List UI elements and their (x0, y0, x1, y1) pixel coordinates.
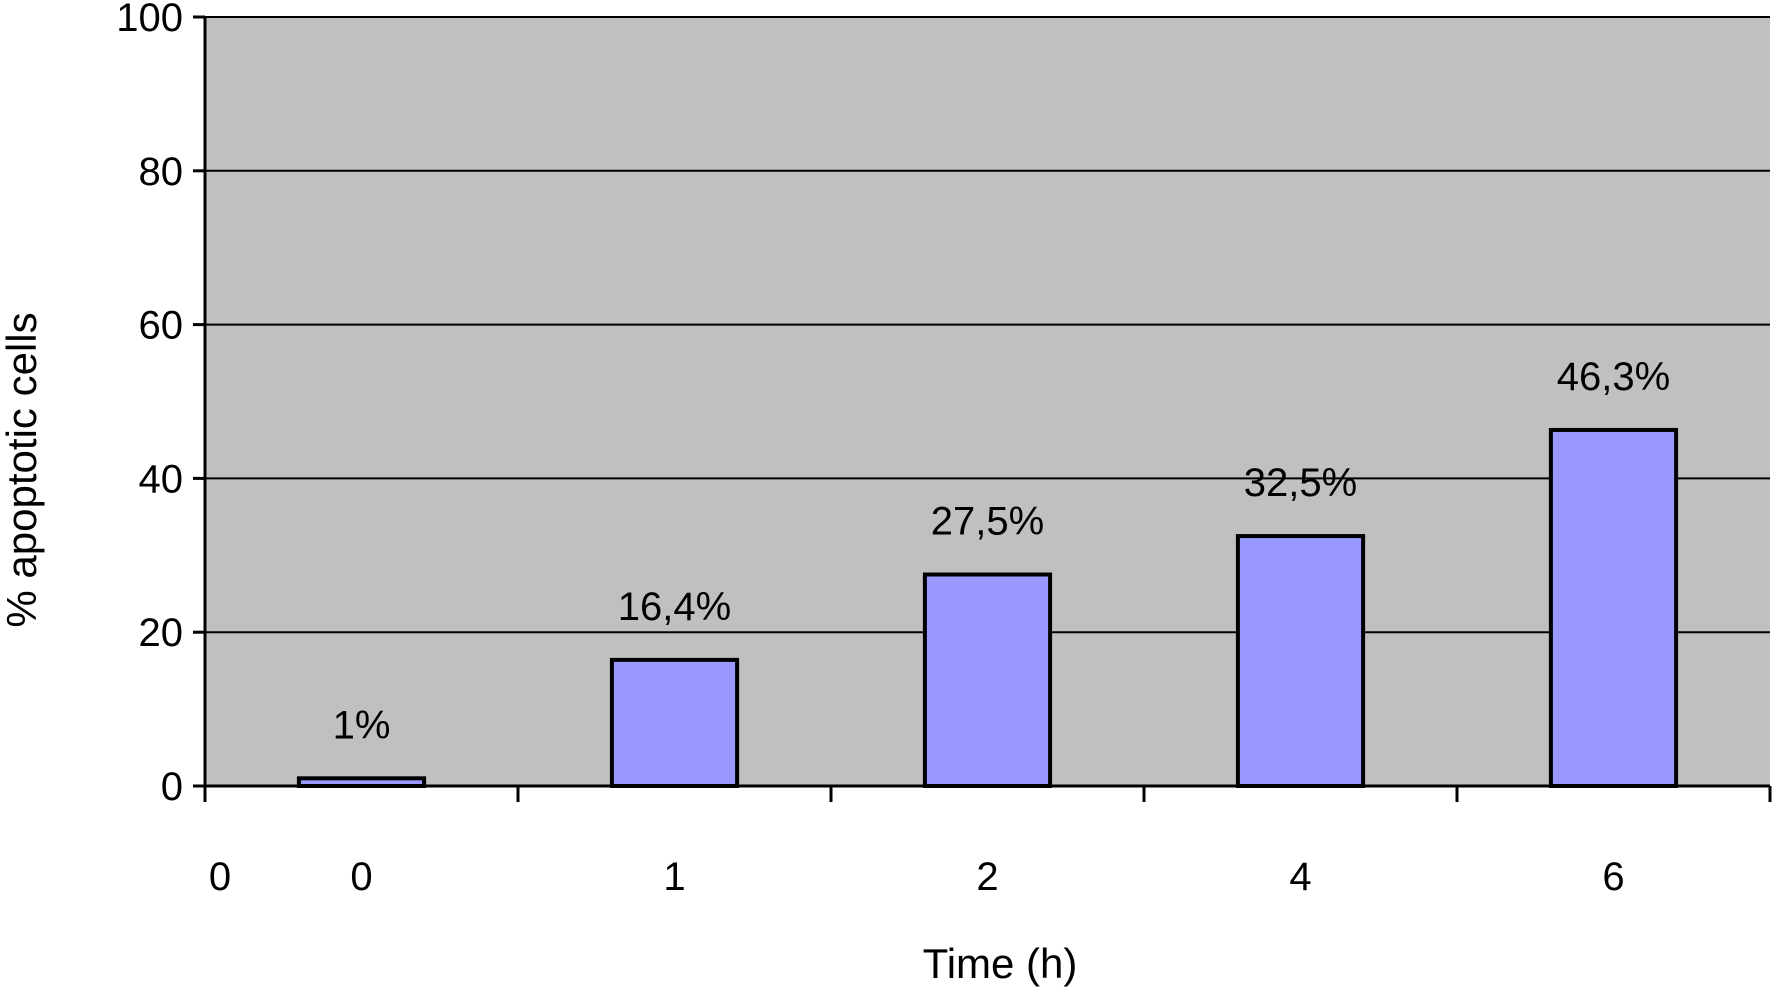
x-ticks: 0 1 2 4 6 (203, 786, 1772, 899)
data-label: 46,3% (1557, 355, 1670, 399)
data-label: 27,5% (931, 500, 1044, 544)
y-tick-label: 20 (139, 611, 184, 655)
x-tick-label: 4 (1289, 855, 1311, 899)
x-tick-label: 0 (350, 855, 372, 899)
bars (296, 427, 1679, 789)
y-tick-label: 40 (139, 457, 184, 501)
x-tick-label: 6 (1602, 855, 1624, 899)
bar (1235, 534, 1366, 789)
bar (1548, 427, 1679, 788)
data-label: 1% (333, 703, 391, 747)
x-origin-label: 0 (209, 855, 231, 899)
x-tick-label: 1 (663, 855, 685, 899)
bar (609, 657, 740, 788)
y-tick-label: 100 (116, 0, 183, 40)
x-tick-label: 2 (976, 855, 998, 899)
y-axis-title: % apoptotic cells (0, 312, 45, 627)
data-label: 16,4% (618, 585, 731, 629)
y-tick-label: 0 (161, 765, 183, 809)
y-ticks: 0 20 40 60 80 100 (116, 0, 205, 809)
y-tick-label: 80 (139, 150, 184, 194)
gridlines (205, 16, 1770, 634)
y-tick-label: 60 (139, 304, 184, 348)
data-label: 32,5% (1244, 461, 1357, 505)
bar (922, 572, 1053, 789)
data-labels: 1% 16,4% 27,5% 32,5% 46,3% (333, 355, 1671, 747)
x-axis-title: Time (h) (923, 940, 1078, 987)
